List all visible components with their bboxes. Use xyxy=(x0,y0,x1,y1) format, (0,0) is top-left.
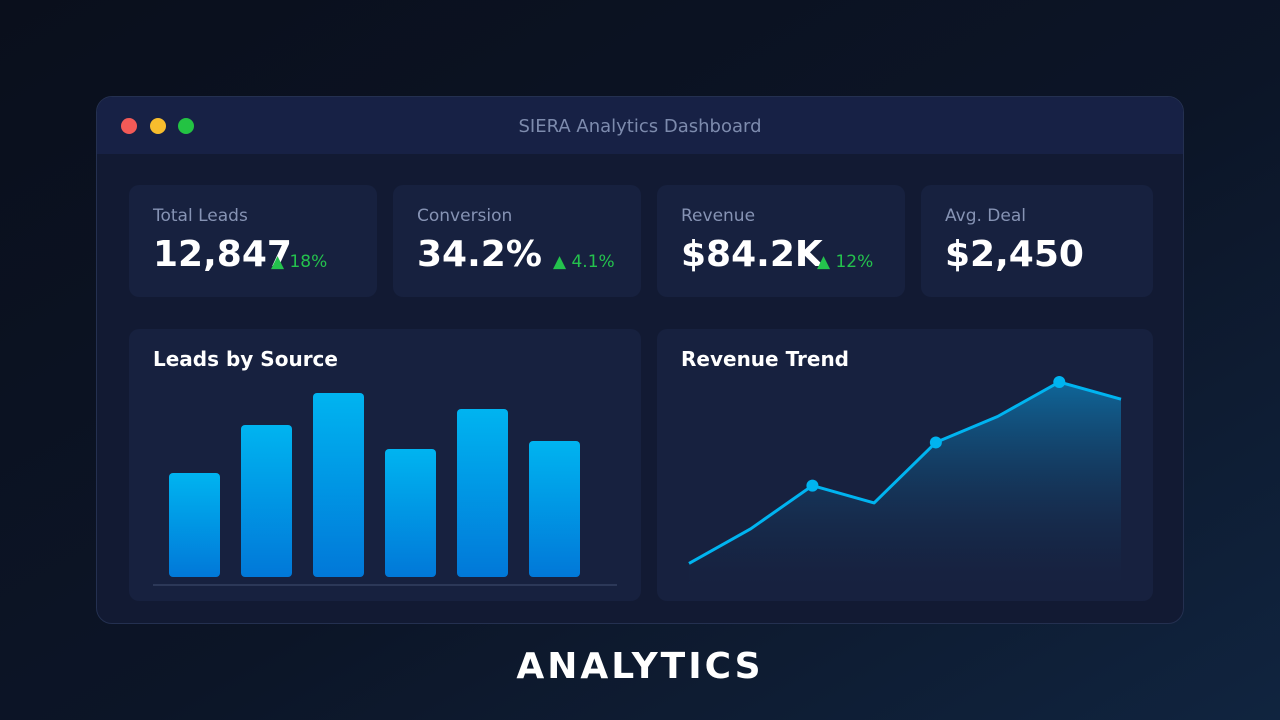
leads-by-source-panel: Leads by Source xyxy=(129,329,641,601)
stat-label: Total Leads xyxy=(153,206,248,226)
revenue-point-5[interactable] xyxy=(929,436,942,449)
bar-3 xyxy=(313,393,364,577)
bar-1 xyxy=(169,473,220,577)
stat-value: 12,847 xyxy=(153,234,292,275)
bar-2 xyxy=(241,425,292,577)
stat-label: Revenue xyxy=(681,206,756,226)
stat-delta: ▲ 12% xyxy=(817,252,874,272)
close-window-button[interactable] xyxy=(121,118,137,134)
leads-bar-chart xyxy=(153,393,617,586)
panel-title: Revenue Trend xyxy=(681,347,849,371)
window-title: SIERA Analytics Dashboard xyxy=(518,116,762,137)
stat-delta: ▲ 18% xyxy=(271,252,328,272)
revenue-trend-panel: Revenue Trend xyxy=(657,329,1153,601)
revenue-area-fill xyxy=(689,382,1121,585)
panel-title: Leads by Source xyxy=(153,347,338,371)
stat-card-avg-deal: Avg. Deal $2,450 xyxy=(921,185,1153,297)
revenue-line xyxy=(688,380,1122,565)
bar-5 xyxy=(457,409,508,577)
footer-title: ANALYTICS xyxy=(516,646,764,687)
stat-card-total-leads: Total Leads 12,847 ▲ 18% xyxy=(129,185,377,297)
revenue-point-7[interactable] xyxy=(1053,375,1066,388)
bar-4 xyxy=(385,449,436,577)
maximize-window-button[interactable] xyxy=(178,118,194,134)
stat-value: $2,450 xyxy=(945,234,1084,275)
stat-card-revenue: Revenue $84.2K ▲ 12% xyxy=(657,185,905,297)
stat-delta: ▲ 4.1% xyxy=(553,252,615,272)
window-titlebar[interactable]: SIERA Analytics Dashboard xyxy=(97,97,1183,154)
stat-value: 34.2% xyxy=(417,234,542,275)
stat-label: Avg. Deal xyxy=(945,206,1026,226)
dashboard-window: SIERA Analytics Dashboard Total Leads 12… xyxy=(96,96,1184,624)
stat-card-conversion: Conversion 34.2% ▲ 4.1% xyxy=(393,185,641,297)
stat-value: $84.2K xyxy=(681,234,823,275)
revenue-point-3[interactable] xyxy=(806,479,819,492)
minimize-window-button[interactable] xyxy=(150,118,166,134)
bar-6 xyxy=(529,441,580,577)
stat-label: Conversion xyxy=(417,206,513,226)
revenue-area-chart xyxy=(688,375,1122,585)
